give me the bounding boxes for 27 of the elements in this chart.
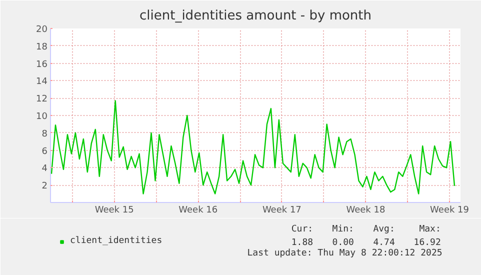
y-tick-label: 14 [36,77,48,88]
text: Max: [419,224,441,234]
x-tick-label: Week 16 [178,206,218,216]
y-tick-label: 18 [36,42,48,52]
y-tick-label: 6 [42,146,48,157]
text: 1.88 [291,238,314,248]
text: Cur: [291,224,314,234]
y-tick-label: 20 [36,25,48,35]
y-tick-label: 8 [42,129,48,140]
y-tick-label: 12 [36,94,48,105]
text: 0.00 [332,238,354,248]
legend-label: client_identities [70,236,162,246]
text: Min: [332,224,354,234]
line-series [50,100,456,194]
chart-title: client_identities amount - by month [139,8,372,24]
x-tick-label: Week 17 [262,206,302,216]
x-tick-label: Week 18 [346,206,386,216]
text: Avg: [373,224,395,234]
text: Last update: Thu May 8 22:00:12 2025 [247,248,442,258]
y-tick-label: 2 [42,182,48,192]
y-tick-label: 10 [36,112,48,122]
text: 4.74 [373,238,395,248]
y-tick-label: 4 [42,164,48,174]
x-tick-label: Week 19 [430,206,470,216]
y-tick-label: 16 [36,60,48,70]
text: 16.92 [414,238,441,248]
x-tick-label: Week 15 [94,206,134,216]
